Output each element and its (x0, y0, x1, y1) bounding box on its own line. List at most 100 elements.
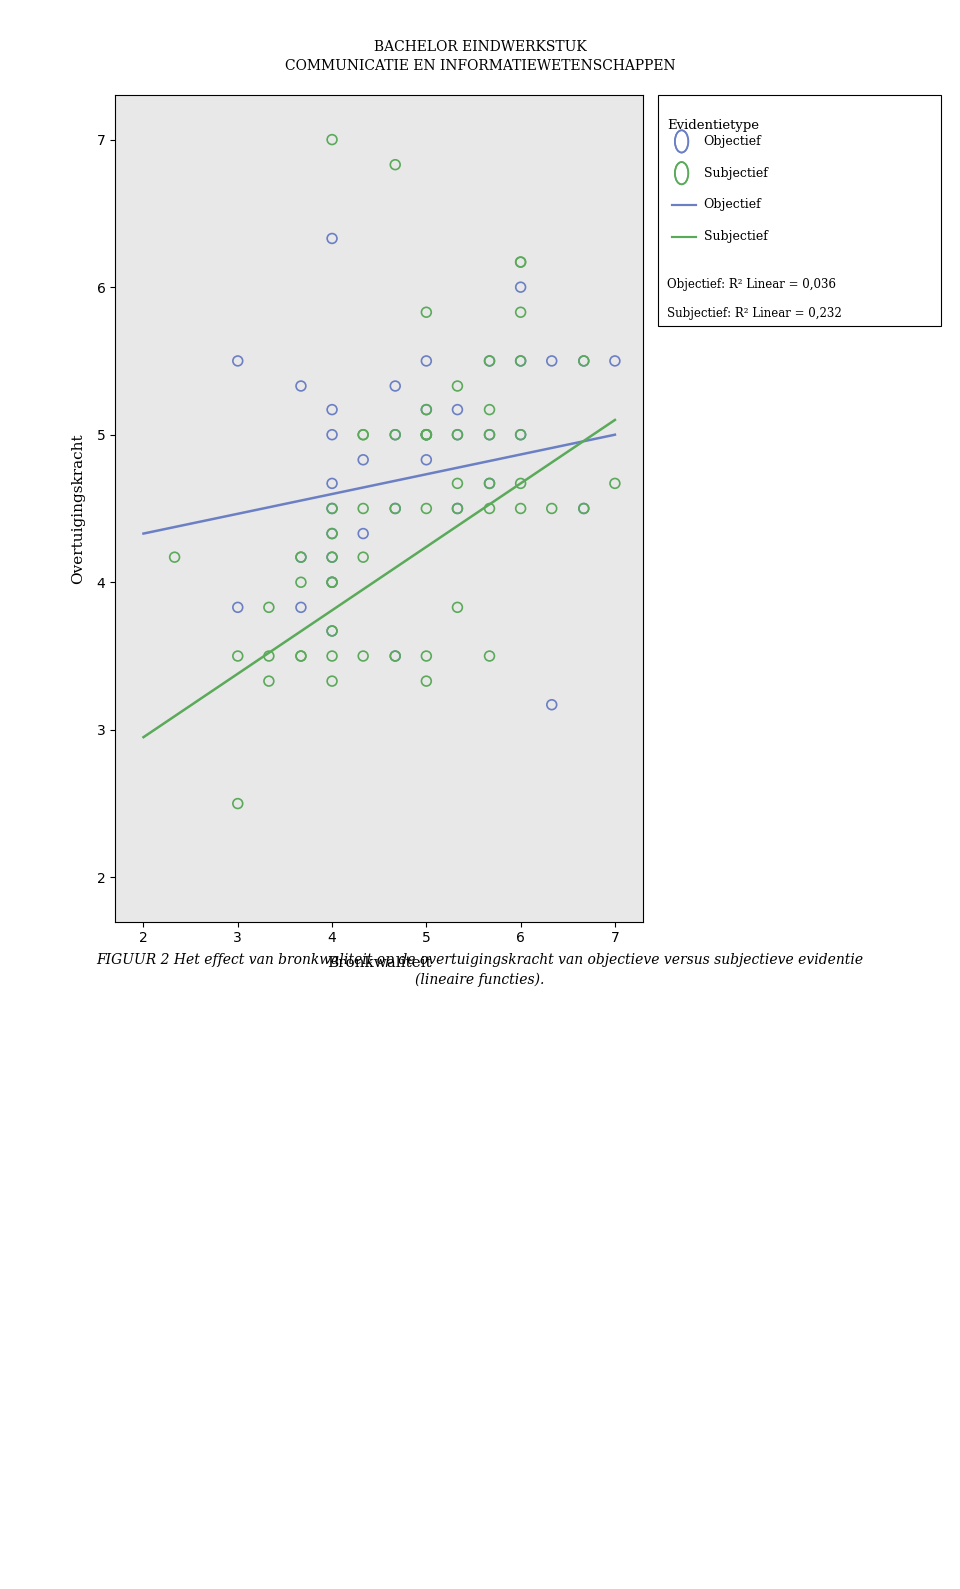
Point (513, 496, 528, 521)
Point (513, 423, 528, 448)
Point (513, 348, 528, 373)
Point (419, 423, 434, 448)
Point (513, 470, 528, 496)
Text: Evidentietype: Evidentietype (667, 119, 759, 132)
Point (230, 348, 246, 373)
Point (324, 644, 340, 669)
Point (576, 496, 591, 521)
Point (608, 470, 623, 496)
Point (576, 348, 591, 373)
Text: Objectief: R² Linear = 0,036: Objectief: R² Linear = 0,036 (667, 278, 836, 291)
Point (261, 594, 276, 620)
Point (324, 521, 340, 547)
Text: BACHELOR EINDWERKSTUK
COMMUNICATIE EN INFORMATIEWETENSCHAPPEN: BACHELOR EINDWERKSTUK COMMUNICATIE EN IN… (285, 40, 675, 73)
Point (355, 423, 371, 448)
Point (293, 644, 308, 669)
Point (513, 348, 528, 373)
Text: Subjectief: Subjectief (704, 230, 768, 243)
Text: Objectief: R² Linear = 0,036: Objectief: R² Linear = 0,036 (667, 278, 836, 291)
Point (355, 521, 371, 547)
Point (388, 153, 403, 178)
Point (293, 545, 308, 570)
Point (388, 496, 403, 521)
Point (482, 496, 497, 521)
Point (230, 644, 246, 669)
Point (293, 373, 308, 399)
Point (419, 447, 434, 472)
Point (355, 644, 371, 669)
Text: Objectief: Objectief (704, 135, 761, 148)
Text: Objectief: Objectief (704, 199, 761, 211)
X-axis label: Bronkwaliteit: Bronkwaliteit (327, 957, 431, 971)
Point (293, 569, 308, 594)
Point (482, 397, 497, 423)
Point (324, 569, 340, 594)
Point (419, 423, 434, 448)
Point (482, 644, 497, 669)
Point (324, 569, 340, 594)
Point (544, 496, 560, 521)
Point (355, 423, 371, 448)
Point (544, 693, 560, 718)
Point (293, 644, 308, 669)
Point (419, 397, 434, 423)
Point (576, 496, 591, 521)
Point (419, 423, 434, 448)
Text: Subjectief: Subjectief (704, 167, 768, 180)
Point (450, 423, 466, 448)
Point (482, 423, 497, 448)
Text: FIGUUR 2 Het effect van bronkwaliteit op de overtuigingskracht van objectieve ve: FIGUUR 2 Het effect van bronkwaliteit op… (96, 953, 864, 987)
Point (324, 569, 340, 594)
Point (388, 644, 403, 669)
Point (482, 470, 497, 496)
Point (388, 423, 403, 448)
Point (419, 644, 434, 669)
Point (419, 397, 434, 423)
Point (388, 496, 403, 521)
Point (513, 249, 528, 275)
Point (324, 470, 340, 496)
Point (261, 669, 276, 694)
Point (355, 496, 371, 521)
Point (324, 397, 340, 423)
Point (388, 423, 403, 448)
Point (450, 594, 466, 620)
Point (513, 249, 528, 275)
Text: Subjectief: R² Linear = 0,232: Subjectief: R² Linear = 0,232 (667, 307, 842, 319)
Point (230, 594, 246, 620)
Point (324, 545, 340, 570)
Point (608, 348, 623, 373)
Point (324, 545, 340, 570)
Point (544, 348, 560, 373)
Point (419, 348, 434, 373)
Point (324, 496, 340, 521)
Point (450, 397, 466, 423)
Point (324, 669, 340, 694)
Point (482, 348, 497, 373)
Point (293, 594, 308, 620)
Point (261, 644, 276, 669)
Point (388, 644, 403, 669)
Point (513, 275, 528, 300)
Point (513, 423, 528, 448)
Point (230, 791, 246, 817)
Text: Subjectief: Subjectief (704, 230, 768, 243)
Point (513, 299, 528, 324)
Text: Subjectief: R² Linear = 0,232: Subjectief: R² Linear = 0,232 (667, 307, 842, 319)
Point (450, 423, 466, 448)
Point (324, 521, 340, 547)
Point (482, 423, 497, 448)
Point (324, 618, 340, 644)
Point (355, 545, 371, 570)
Point (419, 423, 434, 448)
Point (324, 496, 340, 521)
Point (419, 669, 434, 694)
Point (388, 373, 403, 399)
Point (576, 348, 591, 373)
Point (482, 470, 497, 496)
Point (482, 348, 497, 373)
Text: Objectief: Objectief (704, 135, 761, 148)
Point (293, 545, 308, 570)
Point (450, 373, 466, 399)
Point (450, 470, 466, 496)
